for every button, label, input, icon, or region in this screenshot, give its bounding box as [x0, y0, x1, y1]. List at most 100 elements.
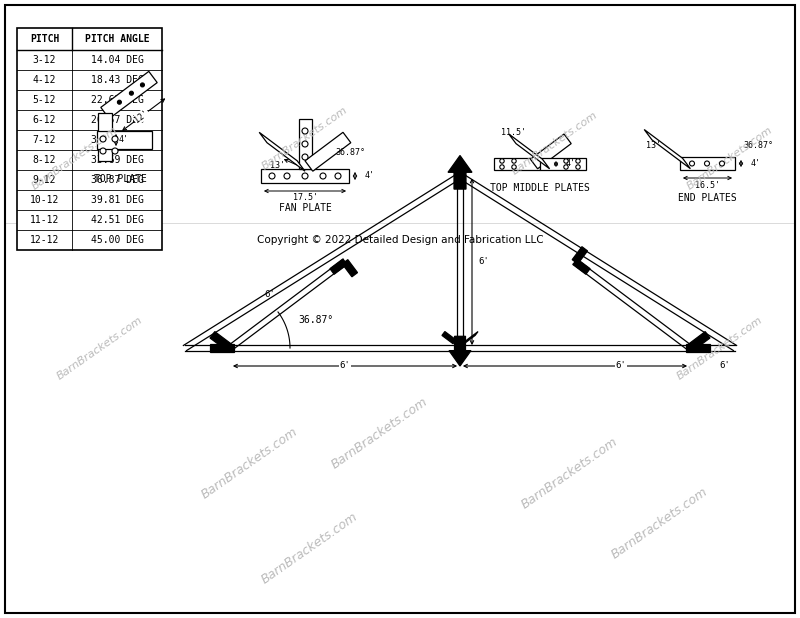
Text: BarnBrackets.com: BarnBrackets.com — [55, 315, 145, 381]
Circle shape — [320, 173, 326, 179]
Text: 9-12: 9-12 — [33, 175, 56, 185]
Text: 4': 4' — [119, 135, 129, 145]
Polygon shape — [464, 331, 478, 344]
Circle shape — [302, 173, 308, 179]
Circle shape — [100, 148, 106, 154]
Circle shape — [302, 154, 308, 160]
Text: 45.00 DEG: 45.00 DEG — [90, 235, 143, 245]
Polygon shape — [686, 344, 710, 352]
Polygon shape — [210, 344, 234, 352]
Polygon shape — [448, 156, 472, 189]
Text: 7-12: 7-12 — [33, 135, 56, 145]
Text: 26.57 DEG: 26.57 DEG — [90, 115, 143, 125]
Circle shape — [302, 141, 308, 147]
Text: 13': 13' — [270, 161, 285, 171]
Polygon shape — [509, 134, 550, 169]
Text: BarnBrackets.com: BarnBrackets.com — [610, 485, 710, 561]
Polygon shape — [644, 130, 690, 169]
Circle shape — [284, 173, 290, 179]
Text: BarnBrackets.com: BarnBrackets.com — [330, 395, 430, 471]
Polygon shape — [210, 332, 233, 351]
Text: 6': 6' — [340, 362, 350, 371]
Circle shape — [564, 159, 568, 163]
Text: 6-12: 6-12 — [33, 115, 56, 125]
Text: 33.69 DEG: 33.69 DEG — [90, 155, 143, 165]
Polygon shape — [101, 72, 157, 119]
Text: BarnBrackets.com: BarnBrackets.com — [199, 425, 301, 501]
Circle shape — [335, 173, 341, 179]
Polygon shape — [442, 331, 456, 344]
Circle shape — [690, 161, 694, 166]
Text: 6': 6' — [616, 362, 626, 371]
Polygon shape — [572, 247, 587, 264]
Text: 22.62 DEG: 22.62 DEG — [90, 95, 143, 105]
Text: 18.43 DEG: 18.43 DEG — [90, 75, 143, 85]
Circle shape — [512, 165, 516, 169]
Text: 11.5': 11.5' — [502, 129, 526, 137]
Text: 11-12: 11-12 — [30, 215, 59, 225]
Circle shape — [130, 91, 134, 95]
Polygon shape — [494, 158, 540, 170]
Text: 16.5': 16.5' — [695, 182, 720, 190]
Text: Copyright © 2022 Detailed Design and Fabrication LLC: Copyright © 2022 Detailed Design and Fab… — [257, 235, 543, 245]
Polygon shape — [298, 119, 311, 169]
Text: 36.87°: 36.87° — [743, 141, 773, 150]
Circle shape — [302, 128, 308, 134]
Circle shape — [141, 83, 145, 87]
Text: 36.87 DEG: 36.87 DEG — [90, 175, 143, 185]
Text: 42.51 DEG: 42.51 DEG — [90, 215, 143, 225]
Polygon shape — [540, 158, 586, 170]
Text: 6': 6' — [264, 290, 275, 299]
Text: 13': 13' — [646, 141, 661, 150]
Circle shape — [112, 136, 118, 142]
Polygon shape — [687, 332, 710, 351]
Text: TOP PLATE: TOP PLATE — [94, 174, 146, 184]
Circle shape — [500, 165, 504, 169]
Text: 36.87°: 36.87° — [298, 315, 334, 325]
Text: 36.87°: 36.87° — [335, 148, 365, 157]
Circle shape — [705, 161, 710, 166]
Text: BarnBrackets.com: BarnBrackets.com — [510, 109, 600, 176]
Text: FAN PLATE: FAN PLATE — [278, 203, 331, 213]
Circle shape — [719, 161, 725, 166]
Polygon shape — [259, 132, 305, 171]
Circle shape — [512, 159, 516, 163]
Text: 14.04 DEG: 14.04 DEG — [90, 55, 143, 65]
Bar — [17, 28, 162, 250]
Text: 4': 4' — [566, 159, 576, 169]
Text: END PLATES: END PLATES — [678, 193, 737, 203]
Circle shape — [112, 148, 118, 154]
Text: BarnBrackets.com: BarnBrackets.com — [259, 510, 361, 586]
Text: 4-12: 4-12 — [33, 75, 56, 85]
Polygon shape — [342, 260, 358, 277]
Polygon shape — [330, 259, 347, 274]
Polygon shape — [261, 169, 349, 183]
Text: BarnBrackets.com: BarnBrackets.com — [675, 315, 765, 381]
Text: 6': 6' — [720, 362, 730, 371]
Text: 39.81 DEG: 39.81 DEG — [90, 195, 143, 205]
Text: BarnBrackets.com: BarnBrackets.com — [260, 104, 350, 171]
Text: 4': 4' — [751, 159, 761, 168]
Text: 5-12: 5-12 — [33, 95, 56, 105]
Text: PITCH ANGLE: PITCH ANGLE — [85, 34, 150, 44]
Polygon shape — [530, 134, 571, 169]
Polygon shape — [680, 157, 735, 170]
Polygon shape — [305, 132, 350, 171]
Text: BarnBrackets.com: BarnBrackets.com — [519, 435, 621, 511]
Text: 6': 6' — [478, 257, 490, 266]
Text: BarnBrackets.com: BarnBrackets.com — [30, 125, 120, 192]
Polygon shape — [449, 336, 471, 366]
Text: 10-12: 10-12 — [30, 195, 59, 205]
Polygon shape — [97, 131, 152, 149]
Circle shape — [100, 136, 106, 142]
Polygon shape — [98, 113, 112, 161]
Text: 12-12: 12-12 — [30, 235, 59, 245]
Text: 4': 4' — [365, 172, 375, 180]
Circle shape — [576, 165, 580, 169]
Text: TOP MIDDLE PLATES: TOP MIDDLE PLATES — [490, 183, 590, 193]
Circle shape — [118, 100, 122, 104]
Circle shape — [500, 159, 504, 163]
Text: 8-12: 8-12 — [33, 155, 56, 165]
Circle shape — [564, 165, 568, 169]
Polygon shape — [573, 259, 590, 274]
